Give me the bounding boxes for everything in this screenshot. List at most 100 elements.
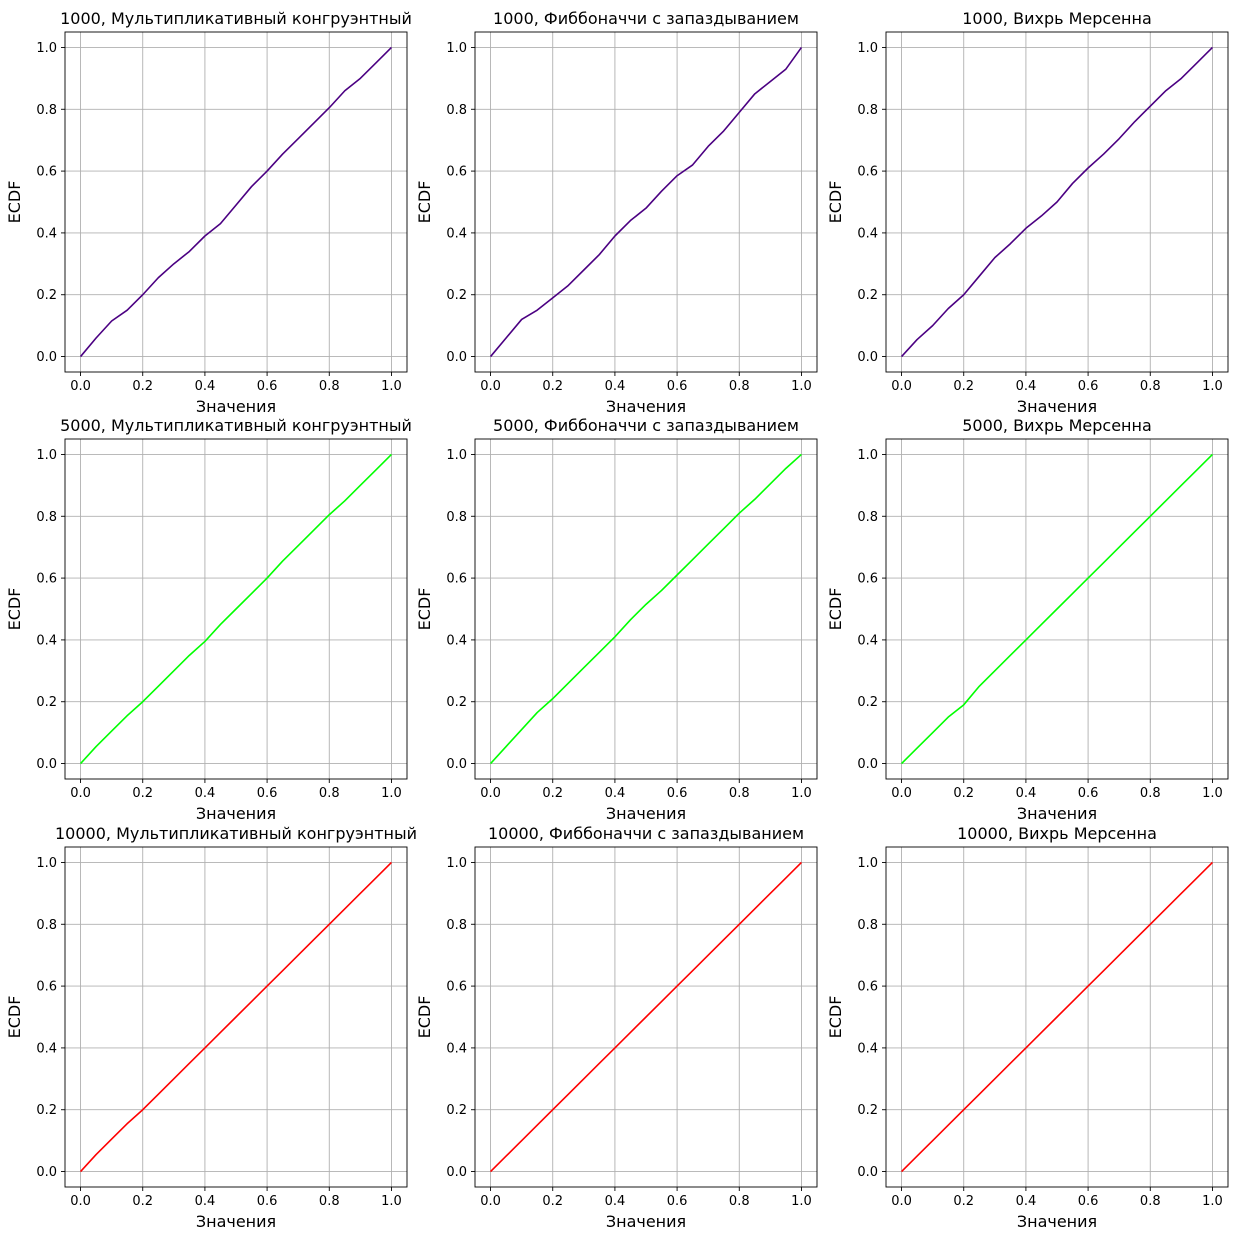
- ecdf-line: [79, 453, 393, 765]
- x-tick-label: 0.0: [70, 786, 91, 801]
- ecdf-panel: 0.0 0.2 0.4 0.6 0.8 1.00.00.20.40.60.81.05000…: [5, 416, 412, 823]
- y-tick-label: 0.6: [36, 165, 57, 180]
- y-tick-label: 0.4: [857, 633, 878, 648]
- x-tick-label: 0.4: [605, 379, 626, 394]
- y-tick-label: 0.0: [36, 757, 57, 772]
- x-tick-label: 0.0: [891, 1194, 912, 1209]
- x-axis-label: Значения: [196, 1212, 276, 1231]
- x-tick-label: 1.0: [381, 1194, 402, 1209]
- y-axis-label: ECDF: [826, 181, 845, 224]
- ecdf-line: [79, 46, 393, 358]
- y-tick-label: 0.2: [36, 695, 57, 710]
- y-tick-label: 0.0: [446, 350, 467, 365]
- x-tick-label: 1.0: [1202, 786, 1223, 801]
- x-tick-label: 0.6: [1078, 379, 1099, 394]
- axes-frame: [885, 846, 1229, 1188]
- y-tick-label: 0.0: [36, 1165, 57, 1180]
- x-tick-label: 0.0: [891, 786, 912, 801]
- x-tick-label: 0.4: [605, 786, 626, 801]
- x-tick-label: 0.4: [1016, 379, 1037, 394]
- x-tick-label: 1.0: [791, 786, 812, 801]
- x-tick-label: 0.4: [605, 1194, 626, 1209]
- x-axis-label: Значения: [196, 804, 276, 823]
- axes-frame: [885, 31, 1229, 373]
- x-axis-label: Значения: [1017, 804, 1097, 823]
- y-tick-label: 0.4: [36, 226, 57, 241]
- x-tick-label: 0.4: [195, 379, 216, 394]
- x-tick-label: 0.6: [667, 1194, 688, 1209]
- ecdf-line: [489, 453, 802, 765]
- x-tick-label: 1.0: [791, 1194, 812, 1209]
- x-tick-label: 0.2: [132, 786, 153, 801]
- y-tick-label: 0.2: [446, 1103, 467, 1118]
- y-tick-label: 0.6: [446, 980, 467, 995]
- chart-title: 1000, Мультипликативный конгруэнтный: [60, 9, 412, 28]
- ecdf-panel: 0.0 0.2 0.4 0.6 0.8 1.0 0.0 0.2 0.4 0.6 0.8 1.0 1000…: [415, 824, 818, 1231]
- x-tick-label: 0.2: [132, 379, 153, 394]
- y-tick-label: 0.8: [446, 103, 467, 118]
- chart-title: 10000, Мультипликативный конгруэнтный: [55, 824, 417, 843]
- x-tick-label: 0.0: [480, 1194, 501, 1209]
- x-tick-label: 1.0: [381, 379, 402, 394]
- x-tick-label: 1.0: [381, 786, 402, 801]
- x-tick-label: 0.8: [1140, 1194, 1161, 1209]
- x-tick-label: 0.4: [1016, 786, 1037, 801]
- chart-title: 1000, Фиббоначчи с запаздыванием: [493, 9, 799, 28]
- y-tick-label: 0.6: [857, 980, 878, 995]
- x-tick-label: 0.2: [542, 1194, 563, 1209]
- x-tick-label: 0.6: [667, 786, 688, 801]
- y-axis-label: ECDF: [5, 996, 24, 1039]
- x-tick-label: 0.8: [319, 786, 340, 801]
- x-tick-label: 1.0: [791, 379, 812, 394]
- y-tick-label: 0.8: [36, 510, 57, 525]
- x-tick-label: 1.0: [1202, 379, 1223, 394]
- ecdf-line: [900, 861, 1214, 1173]
- y-tick-label: 1.0: [446, 448, 467, 463]
- ecdf-panel: 0.0 0.2 0.4 0.6 0.8 1.0 0.0 0.2 0.4 0.6 0.8 1.0 1000…: [826, 824, 1229, 1231]
- x-axis-label: Значения: [1017, 1212, 1097, 1231]
- ecdf-panel: 0.0 0.2 0.4 0.6 0.8 1.00.00.20.40.60.81.05000…: [415, 416, 818, 823]
- y-axis-label: ECDF: [5, 588, 24, 631]
- x-tick-label: 0.6: [1078, 786, 1099, 801]
- y-tick-label: 0.2: [446, 695, 467, 710]
- y-tick-label: 1.0: [36, 448, 57, 463]
- y-tick-label: 0.4: [446, 633, 467, 648]
- y-tick-label: 0.0: [857, 350, 878, 365]
- axes-frame: [885, 438, 1229, 780]
- y-tick-label: 1.0: [36, 41, 57, 56]
- x-axis-label: Значения: [196, 397, 276, 416]
- chart-title: 5000, Фиббоначчи с запаздыванием: [493, 416, 799, 435]
- y-tick-label: 1.0: [446, 41, 467, 56]
- y-tick-label: 0.4: [857, 226, 878, 241]
- y-tick-label: 0.6: [857, 572, 878, 587]
- y-tick-label: 0.0: [857, 757, 878, 772]
- ecdf-line: [900, 453, 1214, 765]
- axes-frame: [64, 846, 408, 1188]
- ecdf-panel: 0.0 0.2 0.4 0.6 0.8 1.0 0.0 0.2 0.4 0.6 0.8 1.0 1000…: [5, 824, 417, 1231]
- x-tick-label: 0.8: [1140, 379, 1161, 394]
- y-tick-label: 0.4: [446, 1041, 467, 1056]
- axes-frame: [474, 438, 818, 780]
- axes-frame: [474, 846, 818, 1188]
- y-tick-label: 1.0: [36, 856, 57, 871]
- y-tick-label: 0.4: [36, 633, 57, 648]
- ecdf-line: [900, 46, 1214, 358]
- ecdf-panel: 0.0 0.2 0.4 0.6 0.8 1.0 0.0 0.2 0.4 0.6 0.8 1.0 1000…: [415, 9, 818, 416]
- y-tick-label: 1.0: [857, 448, 878, 463]
- x-tick-label: 0.2: [953, 786, 974, 801]
- chart-title: 10000, Фиббоначчи с запаздыванием: [488, 824, 804, 843]
- axes-frame: [64, 31, 408, 373]
- x-axis-label: Значения: [606, 397, 686, 416]
- x-tick-label: 0.2: [542, 379, 563, 394]
- x-tick-label: 0.0: [480, 786, 501, 801]
- ecdf-line: [79, 861, 393, 1173]
- x-tick-label: 0.2: [953, 379, 974, 394]
- y-tick-label: 0.8: [857, 103, 878, 118]
- x-tick-label: 0.0: [891, 379, 912, 394]
- ecdf-line: [489, 861, 803, 1173]
- x-axis-label: Значения: [606, 1212, 686, 1231]
- y-tick-label: 0.6: [857, 165, 878, 180]
- y-axis-label: ECDF: [826, 996, 845, 1039]
- y-tick-label: 0.2: [857, 695, 878, 710]
